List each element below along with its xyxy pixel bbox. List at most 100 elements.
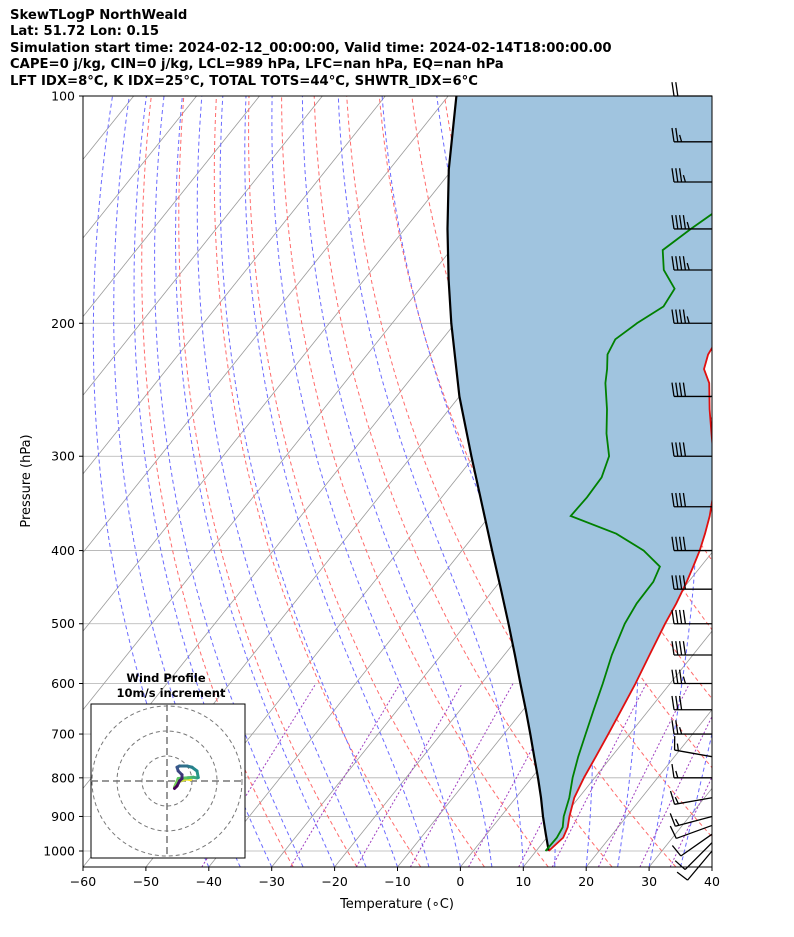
- wind-barb-flag: [671, 215, 675, 230]
- wind-barb-flag: [682, 309, 687, 324]
- wind-barb: [671, 168, 712, 183]
- isotherm-line: [711, 866, 712, 867]
- wind-barb-flag: [669, 790, 676, 805]
- wind-barb-flag: [669, 825, 677, 839]
- x-tick-label: 0: [456, 874, 464, 889]
- mixing-ratio-line: [201, 683, 317, 867]
- temperature-line: [548, 346, 712, 852]
- wind-barb: [669, 824, 713, 840]
- y-tick-label: 300: [51, 449, 75, 464]
- wind-barb-flag: [678, 382, 683, 397]
- wind-barb-flag: [669, 813, 676, 827]
- wind-barb-flag: [678, 695, 683, 710]
- wind-barb: [671, 833, 713, 857]
- profile-lines-layer: [446, 96, 712, 852]
- moist-adiabat-line: [174, 96, 336, 867]
- y-tick-label: 700: [51, 727, 75, 742]
- wind-barb-flag: [675, 695, 679, 710]
- dry-adiabat-line: [281, 96, 549, 867]
- wind-barb: [671, 127, 712, 143]
- wind-barb-staff: [680, 833, 713, 857]
- wind-barb-flag: [671, 168, 675, 183]
- dry-adiabat-line: [178, 96, 358, 867]
- wind-barb-flag: [682, 174, 687, 183]
- wind-barb: [671, 575, 712, 590]
- wind-barb-flag: [678, 536, 683, 551]
- x-tick-label: −40: [196, 874, 222, 889]
- mixing-ratio-line: [290, 683, 401, 867]
- wind-barb: [674, 842, 713, 871]
- moist-adiabat-line: [133, 96, 273, 867]
- hodograph-plot: [91, 704, 245, 858]
- wind-barb-flag: [682, 382, 687, 397]
- wind-barb-flag: [676, 871, 688, 881]
- wind-barb-staff: [674, 749, 713, 758]
- dry-adiabat-line: [313, 96, 613, 867]
- wind-barb-flag: [671, 720, 675, 735]
- moist-adiabat-line: [244, 96, 430, 867]
- title-block: SkewTLogP NorthWeald Lat: 51.72 Lon: 0.1…: [10, 8, 612, 90]
- isotherm-line: [522, 630, 712, 867]
- wind-barb-flag: [682, 215, 687, 230]
- wind-barb-flag: [682, 256, 687, 271]
- y-tick-label: 200: [51, 316, 75, 331]
- hodograph-subtitle: 10m/s increment: [117, 686, 226, 700]
- wind-barb-flag: [675, 669, 679, 684]
- wind-barb-flag: [675, 492, 679, 507]
- wind-barb-flag: [678, 492, 683, 507]
- wind-barb-flag: [678, 575, 683, 590]
- wind-barb-flag: [675, 720, 679, 735]
- wind-barb-flag: [671, 641, 675, 656]
- isotherm-line: [83, 96, 512, 632]
- moist-adiabat-line: [219, 96, 398, 867]
- moist-adiabat-line: [196, 96, 367, 867]
- wind-barb-flag: [682, 442, 687, 457]
- wind-barb-flag: [671, 669, 675, 684]
- y-tick-label: 500: [51, 616, 75, 631]
- x-tick-label: −30: [259, 874, 285, 889]
- wind-barb-flag: [675, 127, 679, 142]
- x-tick-label: −50: [133, 874, 159, 889]
- wind-barb-flag: [675, 575, 679, 590]
- wind-barb-staff: [675, 815, 713, 827]
- wind-barb: [671, 695, 712, 711]
- isotherm-line: [585, 709, 712, 867]
- wind-barb-flag: [682, 492, 687, 507]
- wind-barb: [671, 536, 712, 552]
- wind-barb-flag: [671, 763, 675, 778]
- wind-barb-flag: [678, 609, 683, 624]
- wind-barb: [671, 720, 712, 735]
- dewpoint-line: [544, 212, 712, 852]
- wind-barb-flag: [671, 442, 675, 457]
- title-line: LFT IDX=8°C, K IDX=25°C, TOTAL TOTS=44°C…: [10, 73, 478, 89]
- wind-barb: [671, 641, 712, 656]
- wind-barb-flag: [675, 309, 679, 324]
- wind-barb-flag: [682, 609, 687, 624]
- y-tick-label: 1000: [43, 844, 75, 859]
- moist-adiabat-line: [271, 96, 461, 867]
- wind-barb-flag: [686, 221, 690, 230]
- wind-barb: [671, 442, 712, 457]
- isotherm-line: [83, 96, 260, 318]
- wind-barb-flag: [675, 215, 679, 230]
- wind-barb-flag: [675, 770, 679, 779]
- wind-barb-flag: [675, 442, 679, 457]
- dry-adiabat-line: [738, 96, 794, 867]
- wind-barb: [676, 850, 713, 881]
- axes-layer: −60 −50 −40 −30 −20 −10 0 10 20 30 40 100 200 300 400 5…: [43, 89, 720, 890]
- wind-barb-flag: [675, 256, 679, 271]
- wind-barb: [671, 669, 712, 685]
- wind-barb-flag: [678, 168, 683, 183]
- x-tick-label: 20: [578, 874, 594, 889]
- wind-barb: [671, 82, 712, 97]
- dry-adiabat-line: [704, 96, 712, 116]
- dry-adiabat-line: [770, 96, 794, 867]
- wind-barb-flag: [675, 609, 679, 624]
- x-tick-label: 40: [704, 874, 720, 889]
- wind-barb-flag: [678, 309, 683, 324]
- wind-barb: [671, 382, 712, 398]
- moist-adiabat-line: [301, 96, 493, 867]
- wind-barb-flag: [671, 575, 675, 590]
- wind-barb-flag: [678, 442, 683, 457]
